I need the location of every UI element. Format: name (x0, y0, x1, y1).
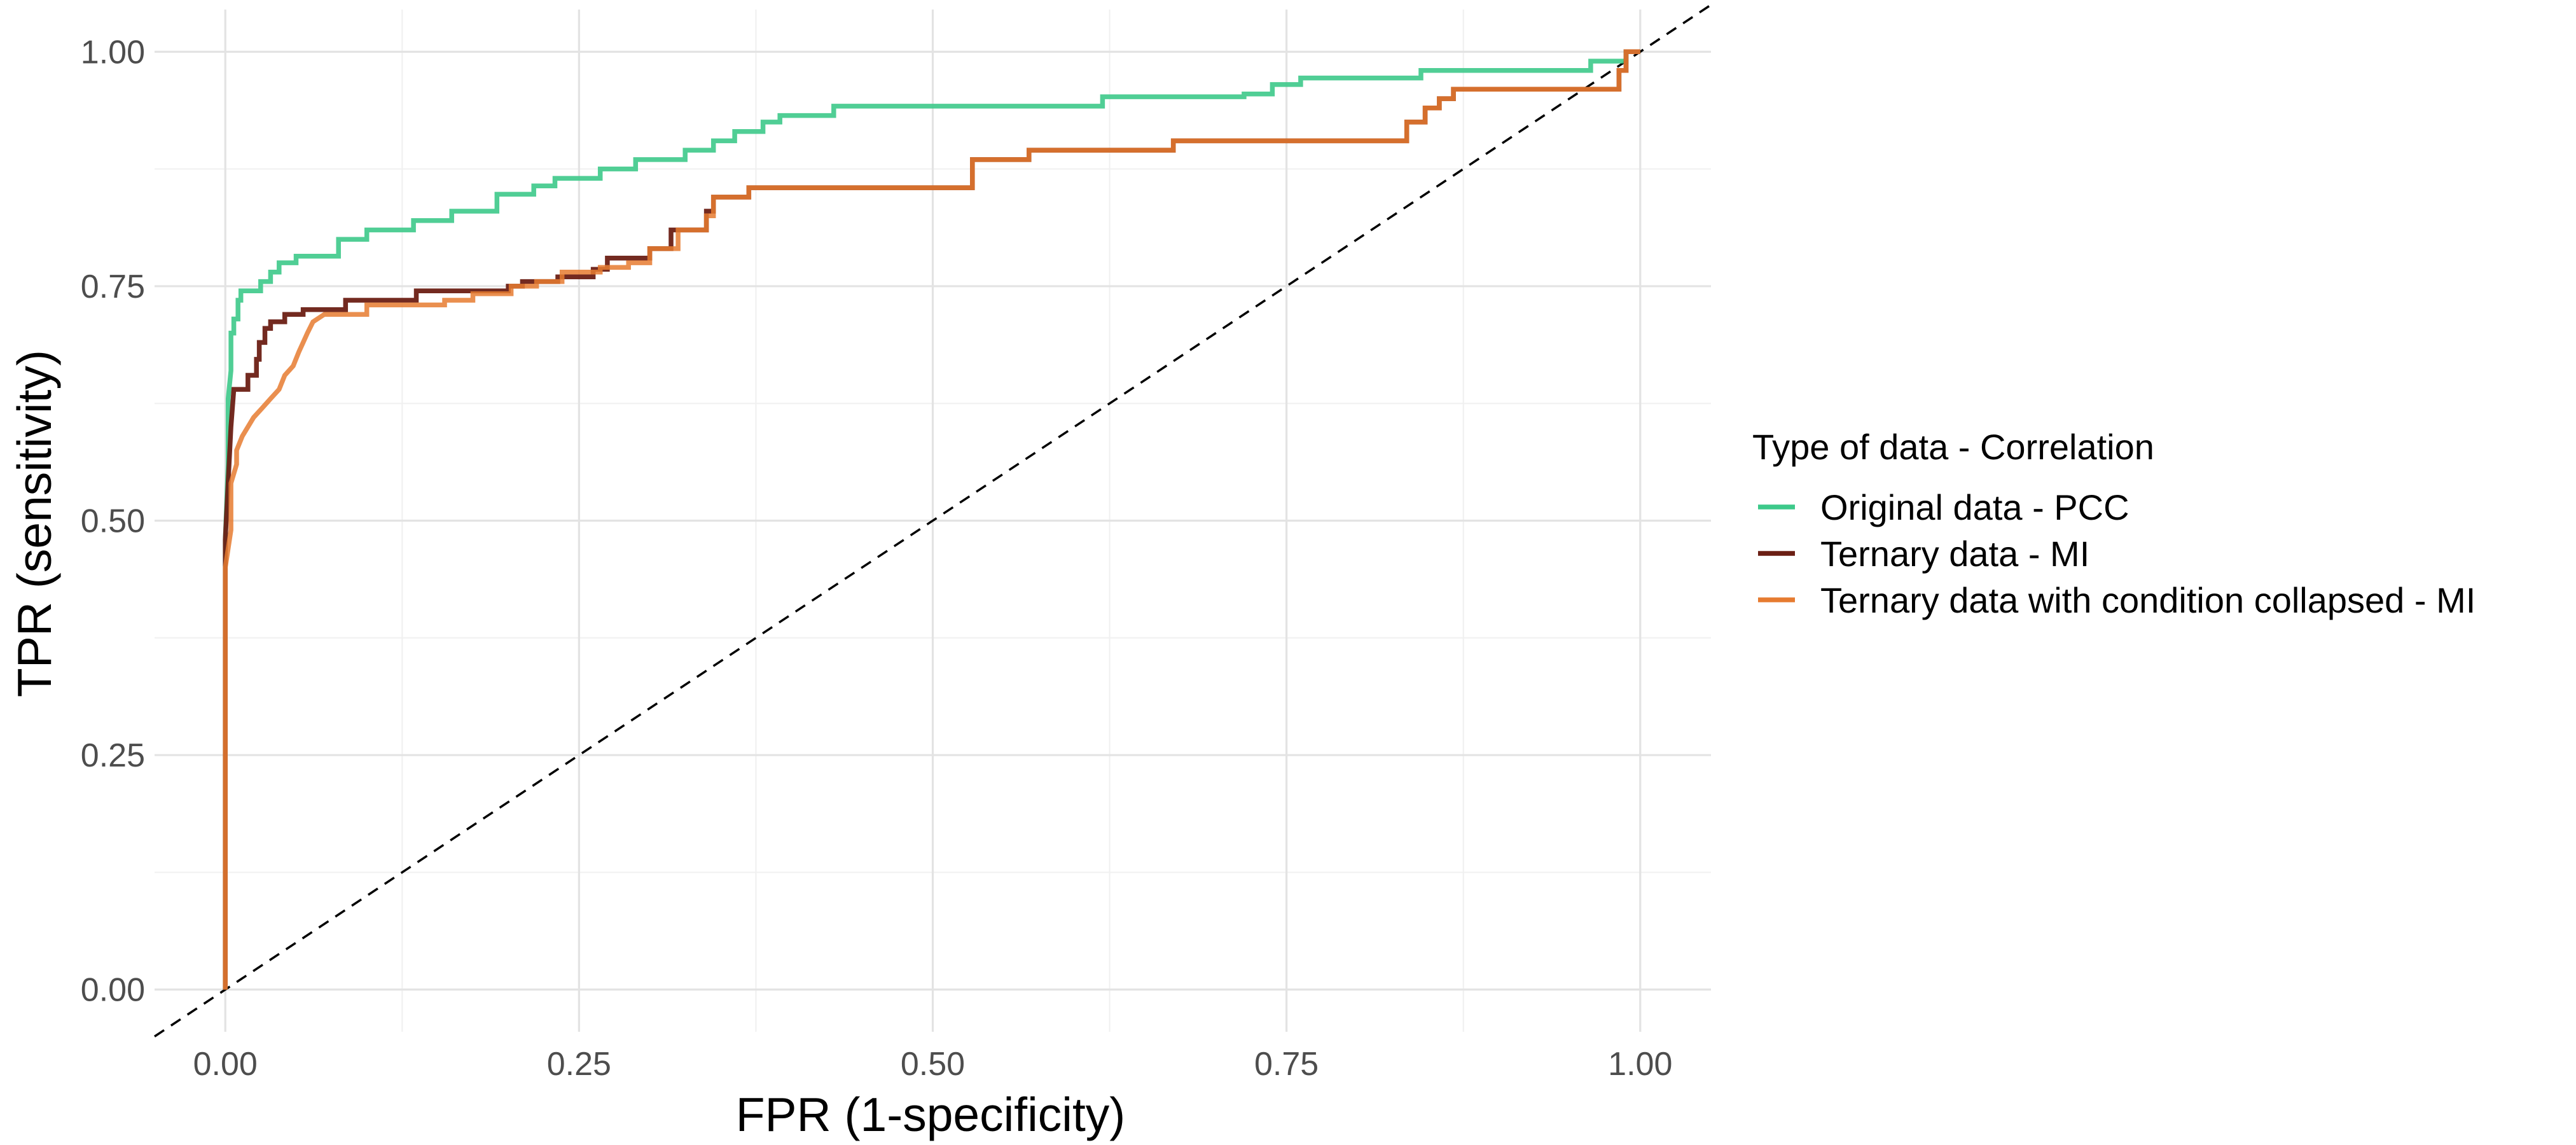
roc-curve-original-pcc (223, 49, 1640, 990)
legend-item-original-pcc: Original data - PCC (1758, 487, 2129, 527)
roc-curve-ternary-collapsed-mi (223, 49, 1640, 990)
y-tick-label: 0.00 (81, 972, 145, 1009)
legend-item-ternary-mi: Ternary data - MI (1758, 534, 2089, 574)
x-tick-label: 0.50 (901, 1046, 965, 1083)
legend-label-ternary-mi: Ternary data - MI (1820, 534, 2089, 574)
y-axis-ticks: 0.00 0.25 0.50 0.75 1.00 (81, 34, 145, 1008)
y-tick-label: 0.50 (81, 503, 145, 540)
reference-diagonal (154, 4, 1712, 1037)
x-tick-label: 0.25 (547, 1046, 611, 1083)
y-tick-label: 0.75 (81, 268, 145, 305)
legend-title: Type of data - Correlation (1752, 427, 2154, 467)
x-axis-title: FPR (1-specificity) (736, 1088, 1126, 1141)
legend-label-original-pcc: Original data - PCC (1820, 487, 2129, 527)
x-axis-ticks: 0.00 0.25 0.50 0.75 1.00 (193, 1046, 1673, 1083)
y-tick-label: 0.25 (81, 737, 145, 774)
legend-label-ternary-collapsed-mi: Ternary data with condition collapsed - … (1820, 580, 2476, 620)
x-tick-label: 0.00 (193, 1046, 258, 1083)
x-tick-label: 1.00 (1608, 1046, 1672, 1083)
y-tick-label: 1.00 (81, 34, 145, 71)
legend: Type of data - Correlation Original data… (1752, 427, 2476, 620)
major-gridlines (155, 10, 1711, 1032)
legend-item-ternary-collapsed-mi: Ternary data with condition collapsed - … (1758, 580, 2476, 620)
x-tick-label: 0.75 (1254, 1046, 1319, 1083)
roc-curves (223, 49, 1640, 990)
reference-diagonal-line (154, 4, 1712, 1037)
y-axis-title: TPR (sensitivity) (8, 350, 61, 697)
